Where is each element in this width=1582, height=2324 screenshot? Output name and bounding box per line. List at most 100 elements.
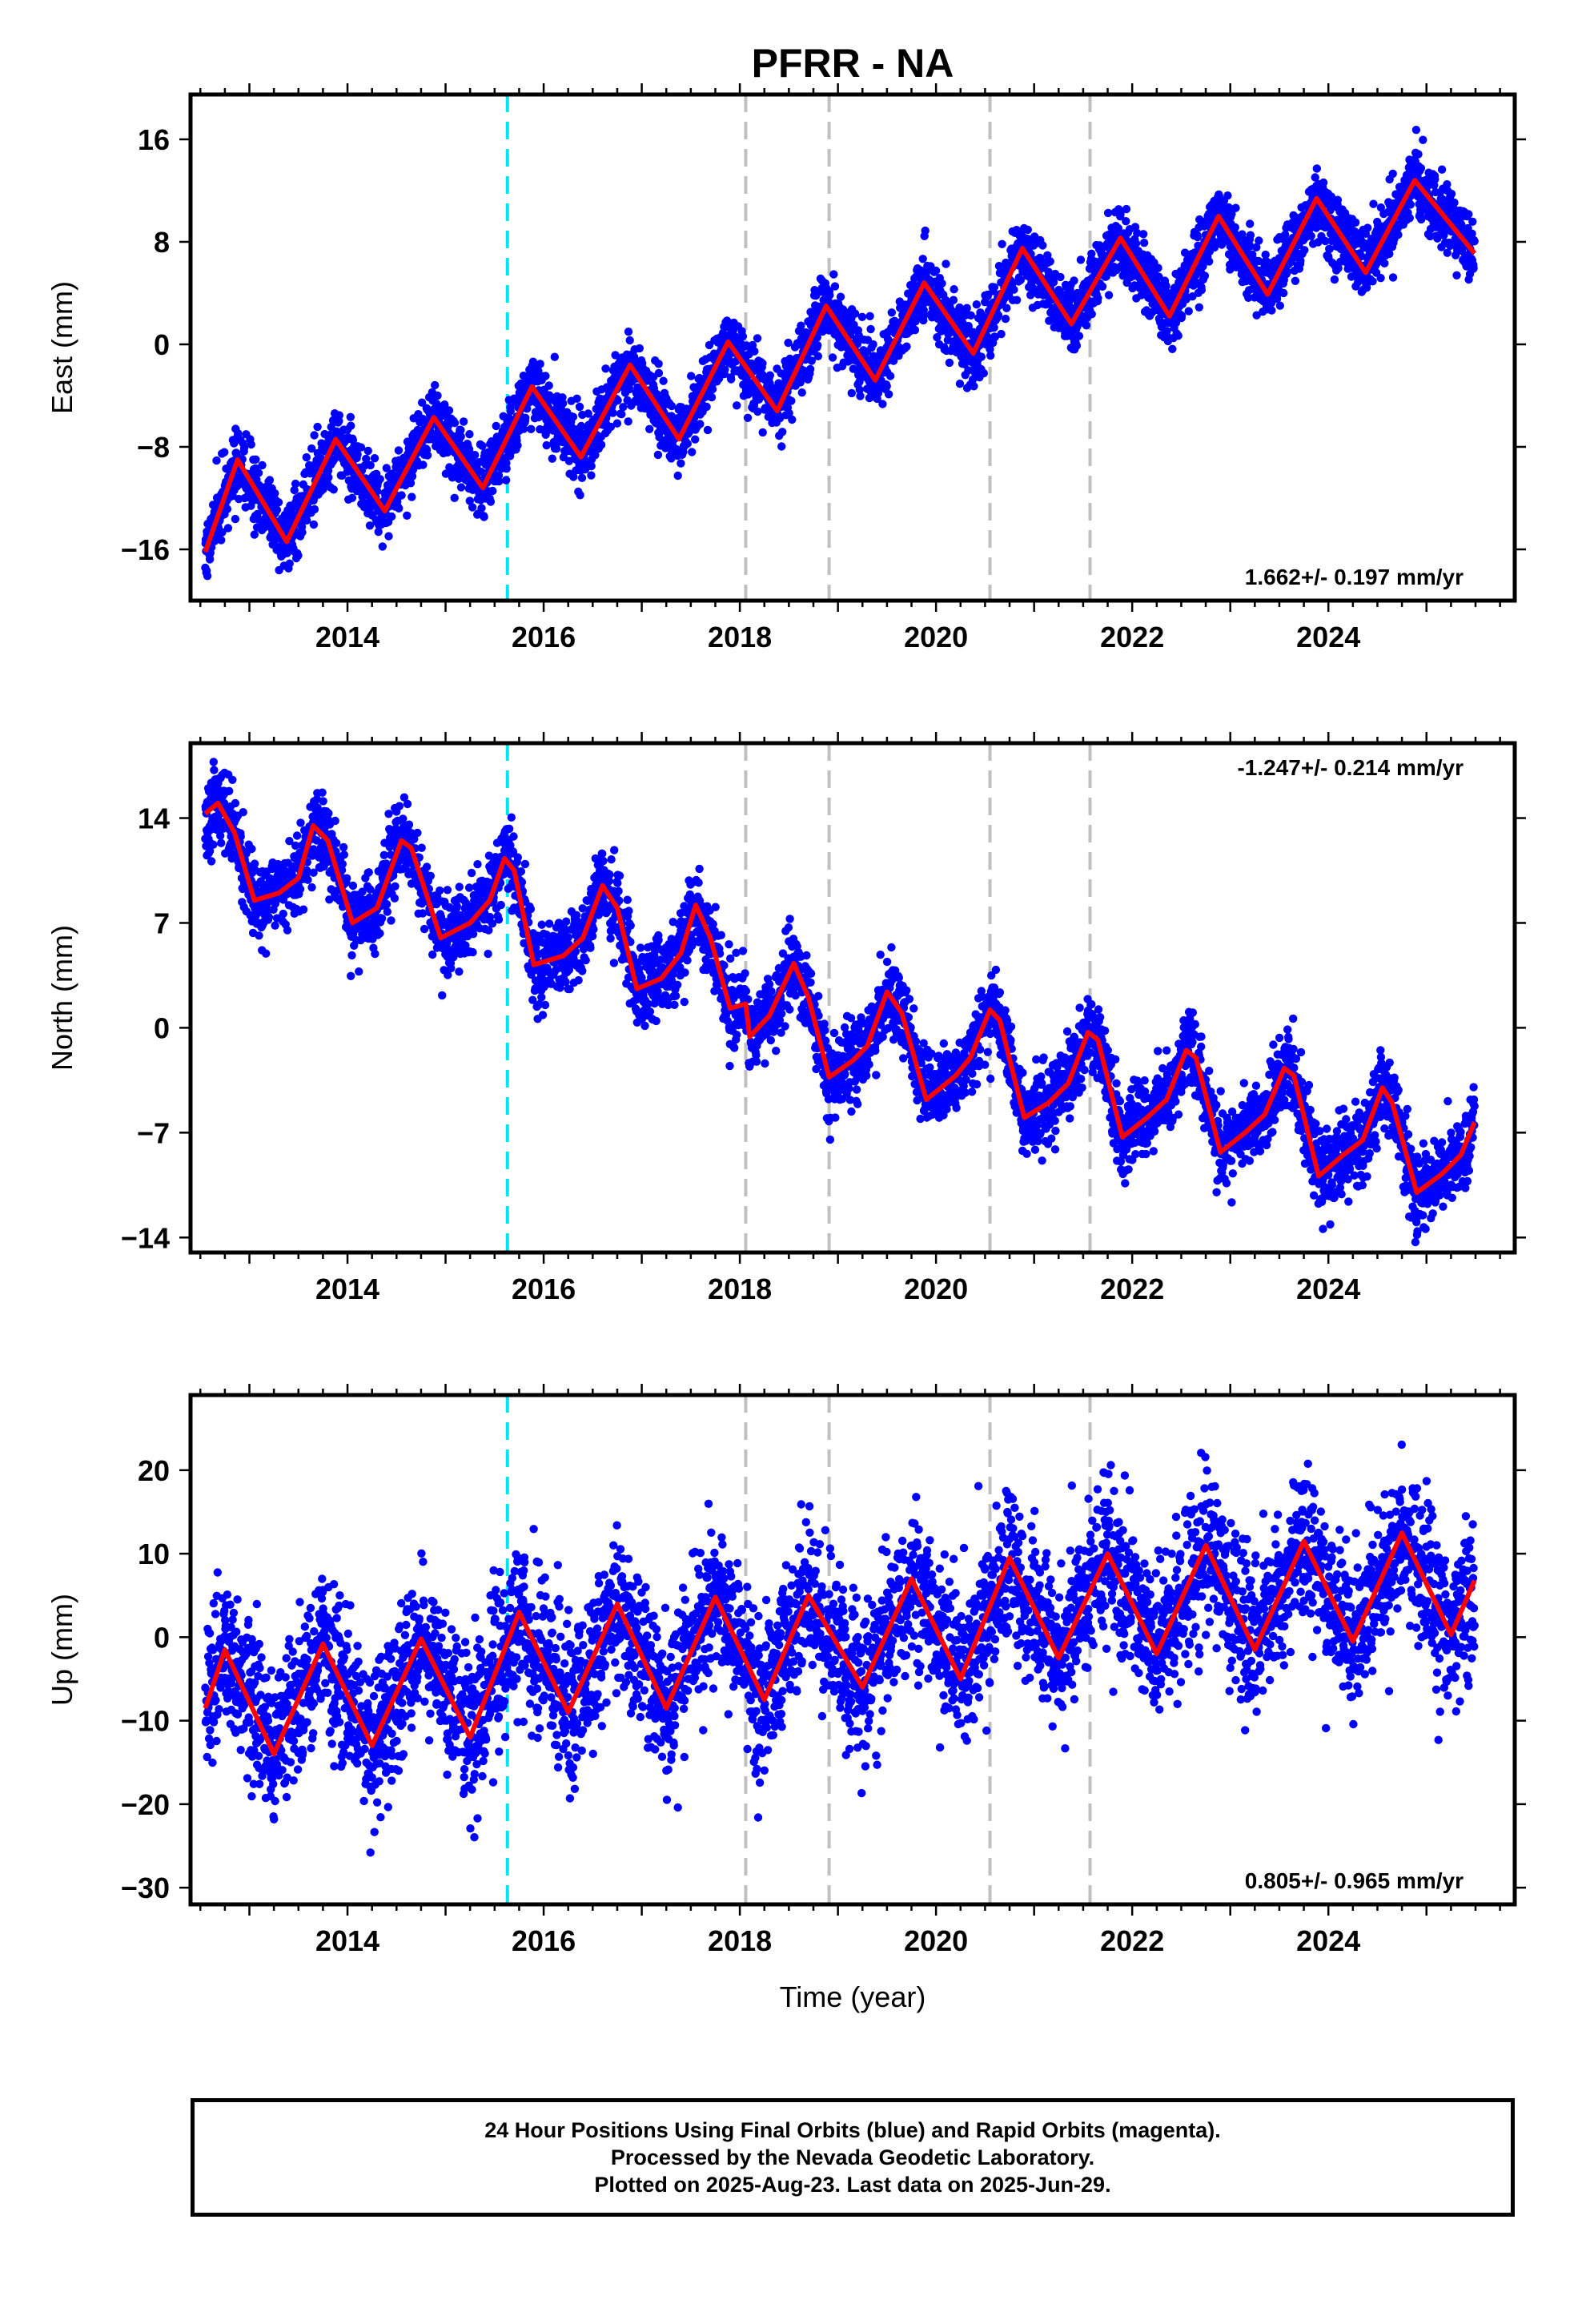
east-point — [920, 311, 929, 320]
east-x-tick-label: 2024 — [1296, 621, 1360, 653]
east-point — [703, 425, 713, 435]
east-point — [1244, 293, 1253, 302]
east-point — [1296, 256, 1305, 265]
east-point — [544, 381, 553, 390]
east-point — [1168, 344, 1177, 353]
east-point — [1281, 230, 1290, 239]
east-point — [1405, 214, 1415, 223]
east-point — [778, 428, 787, 436]
east-point — [576, 421, 586, 431]
east-point — [374, 527, 383, 537]
east-point — [375, 475, 384, 484]
east-point — [659, 376, 668, 385]
east-point — [738, 332, 748, 341]
east-point — [1319, 178, 1328, 187]
east-point — [387, 512, 396, 521]
east-point — [829, 270, 838, 279]
east-point — [271, 489, 279, 498]
east-point — [480, 513, 488, 521]
east-point — [1334, 263, 1343, 273]
east-point — [727, 375, 736, 384]
east-point — [1464, 210, 1473, 219]
east-point — [450, 419, 460, 428]
east-point — [290, 485, 299, 495]
east-point — [1184, 307, 1193, 316]
east-point — [966, 311, 975, 320]
east-point — [1227, 210, 1236, 219]
east-point — [970, 382, 978, 391]
east-x-tick-label: 2020 — [904, 621, 968, 653]
east-point — [541, 372, 550, 380]
east-point — [743, 413, 753, 422]
east-point — [1002, 304, 1011, 312]
east-point — [353, 450, 362, 459]
east-point — [513, 441, 522, 450]
east-point — [850, 309, 860, 318]
east-point — [950, 285, 958, 294]
east-point — [363, 446, 372, 456]
east-point — [667, 401, 677, 411]
east-point — [1416, 163, 1426, 173]
east-point — [1300, 246, 1309, 255]
east-point — [1070, 276, 1078, 285]
east-point — [1076, 255, 1086, 264]
east-point — [855, 377, 864, 386]
east-point — [1116, 210, 1125, 219]
east-point — [753, 407, 762, 416]
north-point — [319, 797, 327, 806]
east-point — [220, 448, 229, 456]
east-point — [465, 497, 474, 505]
east-point — [1001, 314, 1010, 324]
east-point — [477, 504, 486, 513]
east-point — [990, 283, 999, 292]
east-point — [265, 476, 275, 485]
east-point — [1252, 311, 1261, 320]
east-point — [384, 532, 393, 541]
east-point — [478, 441, 487, 450]
east-point — [753, 334, 762, 343]
east-point — [968, 375, 978, 384]
north-point — [217, 838, 226, 847]
east-point — [527, 424, 536, 433]
east-point — [696, 420, 705, 428]
north-point — [271, 921, 279, 930]
east-point — [433, 391, 442, 400]
east-point — [494, 471, 504, 480]
east-point — [378, 542, 387, 551]
east-point — [707, 392, 717, 402]
east-point — [1255, 236, 1263, 245]
east-point — [866, 324, 875, 334]
east-point — [1376, 274, 1385, 283]
east-point — [1311, 173, 1319, 182]
east-point — [1038, 241, 1047, 250]
east-point — [931, 266, 941, 275]
east-point — [1291, 276, 1300, 285]
east-point — [721, 365, 729, 374]
east-point — [313, 422, 322, 432]
figure-title: PFRR - NA — [752, 41, 954, 86]
east-point — [1087, 310, 1096, 319]
east-point — [1012, 296, 1022, 304]
east-point — [777, 442, 786, 451]
east-point — [635, 344, 644, 353]
east-point — [601, 364, 610, 373]
north-point — [207, 857, 216, 866]
east-point — [887, 308, 897, 317]
east-point — [575, 402, 584, 412]
east-point — [444, 406, 454, 415]
east-point — [572, 394, 581, 403]
east-point — [1283, 267, 1292, 276]
east-point — [1114, 223, 1123, 233]
east-point — [797, 321, 805, 330]
east-point — [302, 452, 311, 462]
east-point — [548, 454, 556, 463]
east-point — [285, 559, 294, 568]
east-point — [1380, 259, 1389, 267]
north-point — [228, 775, 237, 784]
east-point — [1026, 291, 1035, 300]
east-point — [1246, 231, 1255, 239]
east-point — [231, 514, 240, 524]
east-point — [986, 351, 995, 360]
east-y-axis-label: East (mm) — [46, 281, 78, 414]
east-point — [486, 497, 496, 506]
